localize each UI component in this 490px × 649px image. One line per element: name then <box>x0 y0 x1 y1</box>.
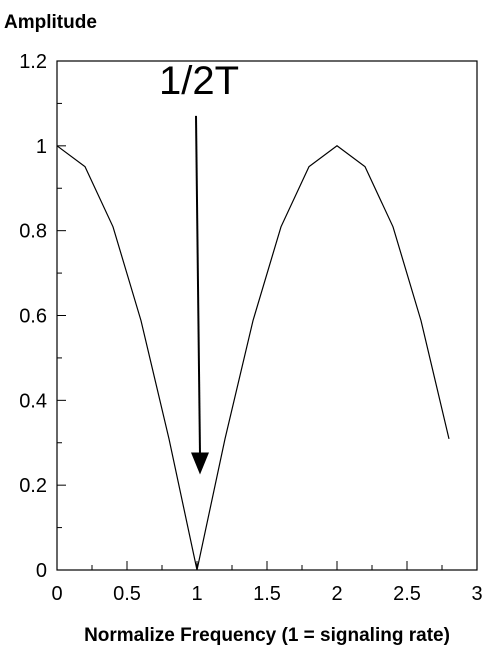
y-tick-label: 0 <box>36 560 47 582</box>
y-tick-label: 1 <box>36 136 47 158</box>
series-line <box>56 145 450 571</box>
x-tick-label: 0.5 <box>113 583 141 605</box>
x-tick-label: 1 <box>191 583 202 605</box>
y-tick-label: 0.2 <box>19 475 47 497</box>
y-tick-label: 0.6 <box>19 306 47 328</box>
x-tick-label: 1.5 <box>253 583 281 605</box>
y-tick-label: 1.2 <box>19 51 47 73</box>
x-tick-label: 2 <box>331 583 342 605</box>
annotation-label: 1/2T <box>159 59 239 103</box>
x-axis-label: Normalize Frequency (1 = signaling rate) <box>84 625 450 646</box>
y-axis-label: Amplitude <box>4 12 97 33</box>
y-tick-label: 0.4 <box>19 390 47 412</box>
x-tick-label: 3 <box>471 583 482 605</box>
annotation-arrow-shaft <box>195 115 201 455</box>
annotation-arrow-head <box>191 452 209 475</box>
x-tick-label: 0 <box>51 583 62 605</box>
plot-frame <box>56 60 478 571</box>
x-tick-label: 2.5 <box>393 583 421 605</box>
y-tick-label: 0.8 <box>19 221 47 243</box>
